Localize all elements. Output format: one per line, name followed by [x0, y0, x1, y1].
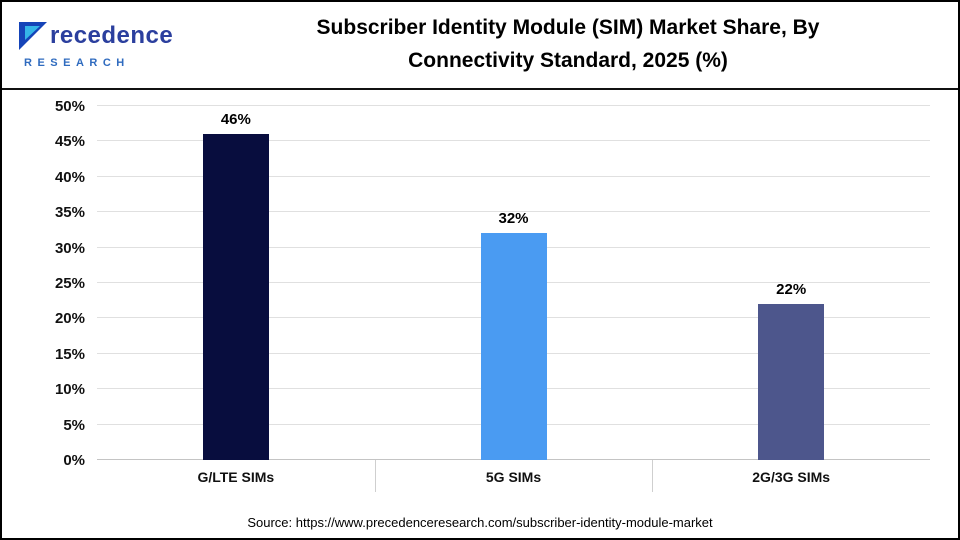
gridline — [97, 140, 930, 142]
y-tick-label: 0% — [63, 452, 85, 469]
bar — [202, 134, 269, 460]
chart-title-line1: Subscriber Identity Module (SIM) Market … — [316, 16, 820, 40]
logo-row: recedence — [18, 21, 192, 56]
header: recedence RESEARCH Subscriber Identity M… — [2, 2, 958, 90]
bar — [758, 304, 825, 460]
gridline — [97, 175, 930, 177]
y-tick-label: 10% — [54, 381, 85, 399]
y-tick-label: 5% — [63, 416, 85, 434]
bar-value-label: 22% — [776, 281, 807, 299]
chart-title: Subscriber Identity Module (SIM) Market … — [192, 12, 958, 77]
bar-value-label: 32% — [498, 210, 529, 228]
precedence-research-logo: recedence RESEARCH — [2, 21, 192, 69]
precedence-logo-icon — [18, 21, 48, 56]
category-label: 5G SIMs — [485, 469, 542, 485]
bar-value-label: 46% — [220, 111, 251, 129]
y-tick-label: 20% — [54, 310, 85, 328]
source-text: Source: https://www.precedenceresearch.c… — [247, 515, 713, 530]
bar-column: 46% — [97, 106, 375, 460]
gridline — [97, 211, 930, 213]
x-axis-separator — [374, 460, 376, 492]
logo-subtitle: RESEARCH — [24, 57, 130, 69]
category-label: 2G/3G SIMs — [752, 469, 831, 485]
gridline — [97, 105, 930, 106]
chart-title-line2: Connectivity Standard, 2025 (%) — [408, 49, 728, 72]
y-tick-label: 30% — [54, 239, 85, 257]
y-tick-label: 15% — [54, 345, 85, 363]
logo-name: recedence — [50, 22, 174, 49]
y-tick-label: 50% — [54, 98, 85, 115]
bar — [480, 233, 547, 460]
bar-column: 22% — [652, 106, 930, 460]
x-axis-row: G/LTE SIMs 5G SIMs 2G/3G SIMs — [97, 460, 930, 494]
x-axis-separator — [652, 460, 654, 492]
bar-columns: 46% 32% 22% — [97, 106, 930, 460]
y-tick-label: 40% — [54, 168, 85, 186]
category-label: G/LTE SIMs — [197, 469, 275, 485]
plot-area: 0% 5% 10% 15% 20% 25% 30% 35% 40% 45% 50% 46% 32% 22% — [55, 98, 930, 469]
y-tick-label: 35% — [54, 204, 85, 222]
y-tick-label: 45% — [54, 133, 85, 151]
bar-column: 32% — [375, 106, 653, 460]
y-tick-label: 25% — [54, 275, 85, 292]
